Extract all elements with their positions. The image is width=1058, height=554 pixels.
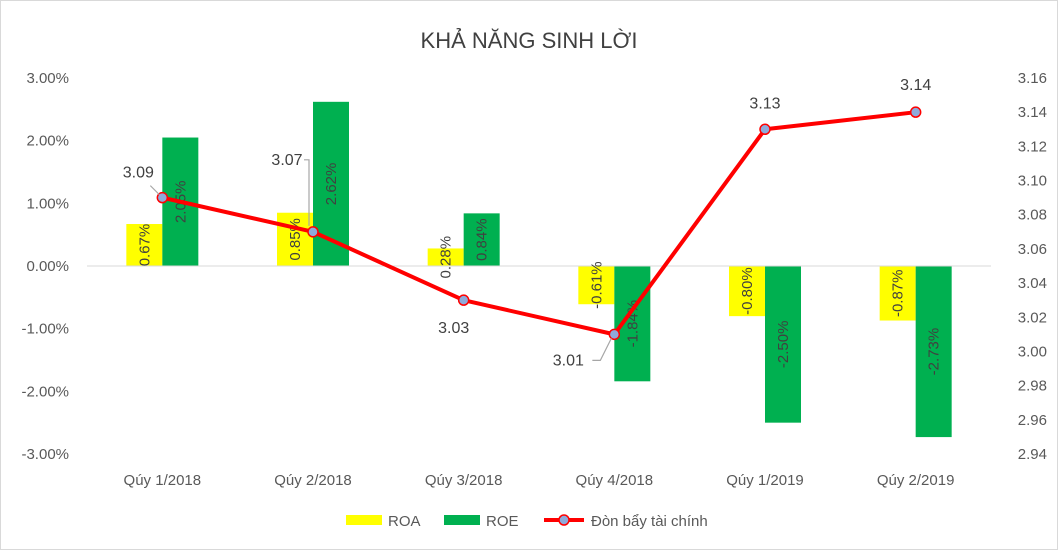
- x-axis: Qúy 1/2018 Qúy 2/2018 Qúy 3/2018 Qúy 4/2018…: [124, 472, 955, 489]
- roa-bar: [427, 248, 464, 266]
- line-series: 3.09 3.07 3.03 3.01 3.13 3.14: [123, 77, 932, 369]
- roe-bar: [463, 213, 500, 266]
- roa-data-label: 0.28%: [438, 236, 455, 279]
- left-axis-tick-label: -1.00%: [21, 321, 69, 338]
- roa-data-label: -0.80%: [739, 267, 756, 315]
- left-axis-tick-label: -3.00%: [21, 446, 69, 463]
- leverage-point: [608, 328, 621, 341]
- right-axis-tick-label: 3.04: [1018, 275, 1047, 292]
- left-axis-tick-label: 0.00%: [26, 258, 69, 275]
- right-axis-tick-label: 3.14: [1018, 104, 1047, 121]
- roe-data-label: 2.62%: [323, 163, 340, 206]
- leverage-data-label: 3.09: [123, 165, 154, 182]
- right-axis-tick-label: 3.10: [1018, 173, 1047, 190]
- left-axis-tick-label: 2.00%: [26, 133, 69, 150]
- leverage-label-leader: [592, 338, 612, 361]
- x-axis-tick-label: Qúy 3/2018: [425, 472, 503, 489]
- right-axis-tick-label: 2.94: [1018, 446, 1047, 463]
- roa-data-label: -0.87%: [890, 269, 907, 317]
- leverage-point: [156, 191, 169, 204]
- x-axis-tick-label: Qúy 1/2019: [726, 472, 804, 489]
- legend-leverage-label: Đòn bẩy tài chính: [591, 513, 708, 530]
- right-axis-tick-label: 3.16: [1018, 70, 1047, 87]
- right-axis-tick-label: 3.06: [1018, 241, 1047, 258]
- leverage-label-leader: [304, 159, 310, 226]
- leverage-point: [307, 226, 319, 238]
- roa-data-label: -0.61%: [588, 261, 605, 309]
- roa-bar: [578, 266, 615, 305]
- left-axis-tick-label: 1.00%: [26, 195, 69, 212]
- right-axis-tick-label: 3.08: [1018, 207, 1047, 224]
- legend-roe-swatch: [444, 515, 480, 525]
- bar-data-labels: 0.67% 0.85% 0.28%-0.61% -0.80% -0.87%2.05% 2.…: [136, 163, 942, 376]
- left-axis-tick-label: -2.00%: [21, 383, 69, 400]
- right-axis-tick-label: 3.12: [1018, 138, 1047, 155]
- x-axis-tick-label: Qúy 2/2019: [877, 472, 955, 489]
- roa-data-label: 0.67%: [136, 224, 153, 267]
- legend-roe-label: ROE: [486, 513, 519, 530]
- x-axis-tick-label: Qúy 4/2018: [576, 472, 654, 489]
- legend-roa-label: ROA: [388, 513, 421, 530]
- leverage-label-leader: [149, 185, 160, 196]
- legend-leverage-marker: [558, 514, 570, 526]
- roe-bar: [765, 266, 801, 423]
- roe-data-label: -2.73%: [926, 328, 943, 376]
- leverage-data-label: 3.14: [900, 77, 931, 94]
- leverage-data-label: 3.13: [749, 95, 780, 112]
- leverage-data-label: 3.03: [438, 320, 469, 337]
- right-axis: 3.16 3.14 3.12 3.10 3.08 3.06 3.04 3.02 3.00 2.98…: [1018, 70, 1047, 463]
- roa-bar: [729, 266, 765, 317]
- bar-series: [126, 101, 952, 438]
- legend-roa-swatch: [346, 515, 382, 525]
- right-axis-tick-label: 2.96: [1018, 412, 1047, 429]
- leverage-line: [161, 110, 916, 337]
- right-axis-tick-label: 3.02: [1018, 309, 1047, 326]
- leverage-point: [759, 123, 771, 136]
- roa-bar: [879, 266, 916, 321]
- leverage-data-label: 3.07: [271, 152, 302, 169]
- chart-title: KHẢ NĂNG SINH LỜI: [421, 28, 638, 53]
- x-axis-tick-label: Qúy 1/2018: [124, 472, 202, 489]
- leverage-data-label: 3.01: [553, 352, 584, 369]
- leverage-point: [909, 106, 922, 118]
- right-axis-tick-label: 2.98: [1018, 378, 1047, 395]
- legend: ROA ROE Đòn bẩy tài chính: [346, 513, 708, 530]
- roa-bar: [277, 212, 313, 266]
- roe-data-label: 0.84%: [474, 218, 491, 261]
- x-axis-tick-label: Qúy 2/2018: [274, 472, 352, 489]
- roa-bar: [126, 224, 163, 266]
- left-axis: 3.00% 2.00% 1.00% 0.00% -1.00% -2.00% -3.00%: [21, 70, 69, 463]
- roe-data-label: -2.50%: [775, 321, 792, 369]
- right-axis-tick-label: 3.00: [1018, 343, 1047, 360]
- roe-bar: [915, 266, 952, 438]
- leverage-point: [457, 294, 470, 306]
- left-axis-tick-label: 3.00%: [26, 70, 69, 87]
